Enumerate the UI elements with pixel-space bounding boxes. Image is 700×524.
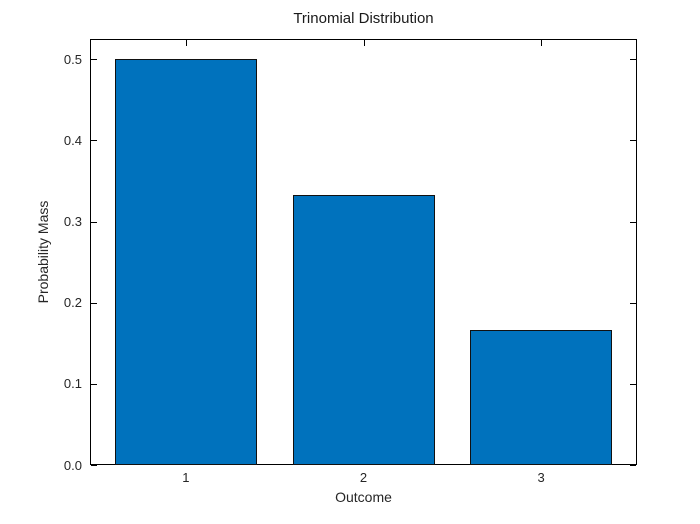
- x-tick-top-1: [185, 40, 187, 46]
- bar-outcome-3: [470, 329, 613, 465]
- y-tick-label-0.1: 0.1: [63, 376, 82, 392]
- y-tick-right-0.4: [630, 140, 636, 142]
- y-tick-label-0.3: 0.3: [63, 214, 82, 230]
- y-tick-right-0.5: [630, 59, 636, 61]
- bar-outcome-1: [114, 59, 257, 465]
- x-tick-top-2: [363, 40, 365, 46]
- y-tick-left-0.5: [91, 59, 97, 61]
- x-axis-label: Outcome: [335, 489, 392, 505]
- x-tick-top-3: [541, 40, 543, 46]
- y-tick-right-0.1: [630, 383, 636, 385]
- y-tick-label-0.4: 0.4: [63, 132, 82, 148]
- x-tick-label-1: 1: [182, 470, 190, 485]
- y-tick-label-0.5: 0.5: [63, 51, 82, 67]
- y-tick-right-0.3: [630, 221, 636, 223]
- y-tick-left-0.4: [91, 140, 97, 142]
- x-tick-label-3: 3: [537, 470, 545, 485]
- y-tick-right-0.0: [630, 465, 636, 466]
- chart-title: Trinomial Distribution: [293, 10, 434, 27]
- x-tick-label-2: 2: [359, 470, 368, 485]
- y-tick-label-0.0: 0.0: [63, 457, 82, 473]
- y-tick-left-0.1: [91, 383, 97, 385]
- y-tick-left-0.3: [91, 221, 97, 223]
- y-tick-right-0.2: [630, 302, 636, 304]
- y-tick-label-0.2: 0.2: [63, 295, 82, 311]
- bar-outcome-2: [292, 194, 435, 465]
- y-tick-left-0.2: [91, 302, 97, 304]
- y-tick-left-0.0: [91, 465, 97, 466]
